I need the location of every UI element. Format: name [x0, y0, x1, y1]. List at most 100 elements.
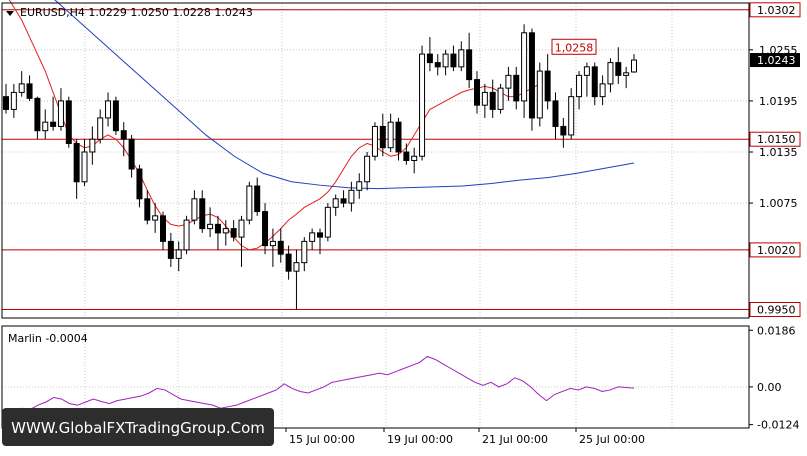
candle-body [120, 130, 127, 140]
candle-body [450, 53, 457, 68]
menu-triangle-icon[interactable] [6, 11, 14, 16]
candle [160, 211, 166, 250]
candle [371, 122, 378, 161]
candle-body [434, 62, 441, 68]
y-tick-label: 1.0135 [759, 146, 798, 159]
candle-body [65, 100, 72, 144]
candle [568, 88, 575, 140]
candle-body [505, 74, 512, 89]
x-tick-label: 25 Jul 00:00 [579, 433, 645, 446]
candle [246, 181, 253, 225]
candle [489, 79, 496, 118]
candle [42, 109, 49, 140]
candle [426, 37, 433, 72]
candle-body [536, 70, 543, 119]
candle-body [513, 74, 520, 102]
oscillator-title: Marlin -0.0004 [8, 332, 88, 345]
candle-body [466, 49, 473, 81]
candle-body [97, 117, 104, 140]
price-annotation-text: 1,0258 [555, 41, 594, 54]
candle [262, 203, 269, 255]
candle [513, 66, 520, 110]
candle [356, 173, 363, 199]
candle-body [309, 232, 316, 242]
candle [230, 220, 237, 242]
candle [324, 203, 331, 242]
candle [293, 249, 300, 310]
candle [309, 228, 316, 250]
current-price-text: 1.0243 [757, 54, 796, 67]
candle [214, 215, 221, 250]
candle [199, 190, 206, 233]
candle-body [34, 97, 41, 132]
candle-body [442, 53, 449, 68]
candle-body [152, 215, 159, 221]
current-price-box [750, 53, 800, 68]
candle-body [128, 138, 135, 170]
candle-body [50, 121, 57, 127]
candle [536, 62, 543, 127]
candle-body [340, 198, 347, 204]
header: EURUSD,H4 1.0229 1.0250 1.0228 1.0243 [6, 6, 253, 19]
level-label-box [749, 131, 801, 147]
candle [136, 164, 143, 208]
candle-body [426, 53, 433, 64]
candle [26, 75, 33, 101]
candle [167, 232, 174, 267]
x-tick-label: 21 Jul 00:00 [482, 433, 548, 446]
panel-frames [1, 2, 750, 429]
candle-body [458, 49, 465, 68]
candle [105, 92, 112, 127]
candle [152, 203, 159, 233]
candle [434, 54, 441, 76]
candle-body [497, 87, 504, 110]
candle-body [285, 253, 292, 272]
candle [277, 228, 284, 263]
candle [528, 28, 535, 131]
candle [175, 241, 182, 272]
candle [395, 117, 402, 161]
candle [112, 96, 119, 135]
candle-body [474, 79, 480, 106]
candle [497, 83, 504, 114]
candle [65, 96, 72, 148]
candle [254, 177, 261, 216]
candle [458, 41, 465, 72]
candle-body [544, 70, 551, 102]
candle [269, 228, 276, 267]
candle [623, 66, 630, 89]
symbol-line: EURUSD,H4 1.0229 1.0250 1.0228 1.0243 [20, 6, 253, 19]
candle-body [599, 83, 606, 98]
candle-body [3, 96, 9, 110]
candle [442, 49, 449, 76]
candle [560, 117, 567, 148]
candle [207, 207, 214, 238]
candle [81, 139, 88, 187]
y-tick-label: 1.0195 [759, 95, 798, 108]
candle [10, 83, 17, 118]
candle-body [371, 125, 378, 157]
oscillator-panel [2, 355, 749, 415]
candle-body [262, 211, 269, 247]
candle-body [301, 240, 308, 264]
candle-body [230, 228, 237, 238]
candle-body [191, 198, 198, 221]
candle-body [42, 121, 49, 132]
candle-body [528, 32, 535, 119]
level-label-text: 1.0302 [757, 4, 796, 17]
candle-body [89, 138, 96, 153]
candle-body [356, 181, 363, 191]
candle-body [521, 32, 528, 102]
candle-body [631, 59, 637, 73]
candle-body [207, 223, 214, 230]
candle [348, 181, 355, 212]
candle [332, 194, 339, 216]
candle-body [552, 100, 559, 127]
candle [576, 71, 583, 110]
candle-body [623, 72, 630, 76]
candle-body [317, 232, 323, 238]
oscillator-panel-frame [1, 325, 750, 429]
price-annotation-box [551, 38, 597, 55]
